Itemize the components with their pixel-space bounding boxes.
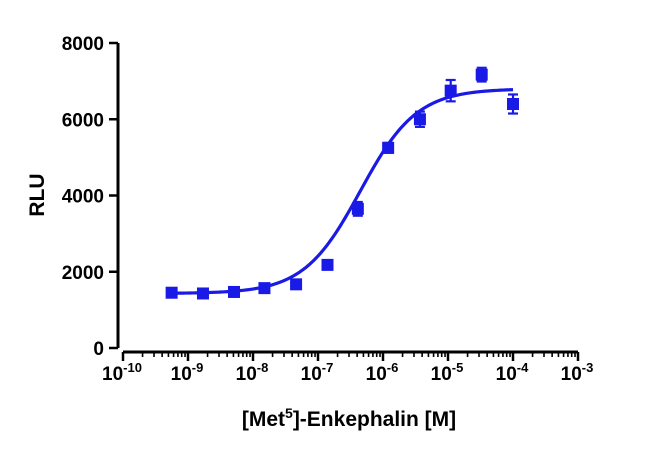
x-tick-exponent: -5	[452, 360, 464, 375]
x-tick-exponent: -3	[582, 360, 594, 375]
x-tick-label: 10-3	[561, 360, 594, 385]
x-tick-base: 10	[496, 364, 517, 385]
square-marker	[444, 84, 457, 97]
x-tick-label: 10-6	[366, 360, 399, 385]
x-tick-base: 10	[171, 364, 192, 385]
x-axis-title-suffix: ]-Enkephalin [M]	[293, 408, 456, 431]
data-point	[413, 110, 426, 128]
x-tick-label: 10-7	[301, 360, 334, 385]
x-axis-title-superscript: 5	[285, 405, 293, 421]
x-axis: 10-10 10-9 10-8 10-7 10-6 10-5 10-4 10-3	[102, 350, 594, 385]
fit-curve	[171, 88, 514, 295]
data-point	[258, 282, 271, 295]
x-tick-exponent: -7	[322, 360, 334, 375]
square-marker	[507, 98, 519, 110]
data-point	[444, 78, 457, 103]
y-axis: 0 2000 4000 6000 8000	[62, 34, 120, 360]
x-tick-label: 10-5	[431, 360, 464, 385]
x-tick-base: 10	[431, 364, 452, 385]
square-marker	[258, 282, 271, 295]
square-marker	[165, 286, 178, 299]
x-tick-label: 10-8	[236, 360, 269, 385]
y-tick-label: 4000	[62, 187, 104, 208]
data-point	[165, 286, 178, 299]
x-tick-exponent: -6	[387, 360, 399, 375]
data-point	[351, 200, 364, 217]
y-tick-label: 8000	[62, 34, 104, 55]
data-point	[382, 141, 395, 154]
y-axis-title: RLU	[26, 173, 49, 216]
square-marker	[321, 258, 334, 271]
x-tick-exponent: -8	[257, 360, 269, 375]
x-tick-base: 10	[236, 364, 257, 385]
square-marker	[413, 113, 426, 126]
y-tick-label: 6000	[62, 110, 104, 131]
y-tick-label: 0	[93, 339, 104, 360]
square-marker	[475, 68, 488, 81]
square-marker	[351, 202, 364, 215]
x-tick-base: 10	[561, 364, 582, 385]
x-tick-base: 10	[301, 364, 322, 385]
square-marker	[227, 285, 240, 298]
data-point	[507, 93, 519, 115]
data-point	[290, 278, 303, 291]
square-marker	[290, 278, 303, 291]
x-tick-label: 10-9	[171, 360, 204, 385]
x-tick-label: 10-4	[496, 360, 529, 385]
x-tick-base: 10	[102, 364, 123, 385]
x-tick-base: 10	[366, 364, 387, 385]
x-tick-exponent: -10	[123, 360, 142, 375]
x-tick-exponent: -4	[517, 360, 529, 375]
plot-area	[165, 66, 519, 300]
y-tick-label: 2000	[62, 263, 104, 284]
data-point	[475, 66, 488, 83]
data-point	[196, 287, 209, 300]
square-marker	[382, 141, 395, 154]
square-marker	[196, 287, 209, 300]
data-point	[227, 285, 240, 298]
x-tick-exponent: -9	[192, 360, 204, 375]
x-axis-title: [Met5]-Enkephalin [M]	[242, 405, 456, 431]
x-axis-title-prefix: [Met	[242, 408, 285, 431]
data-point	[321, 258, 334, 271]
x-tick-label: 10-10	[102, 360, 142, 385]
